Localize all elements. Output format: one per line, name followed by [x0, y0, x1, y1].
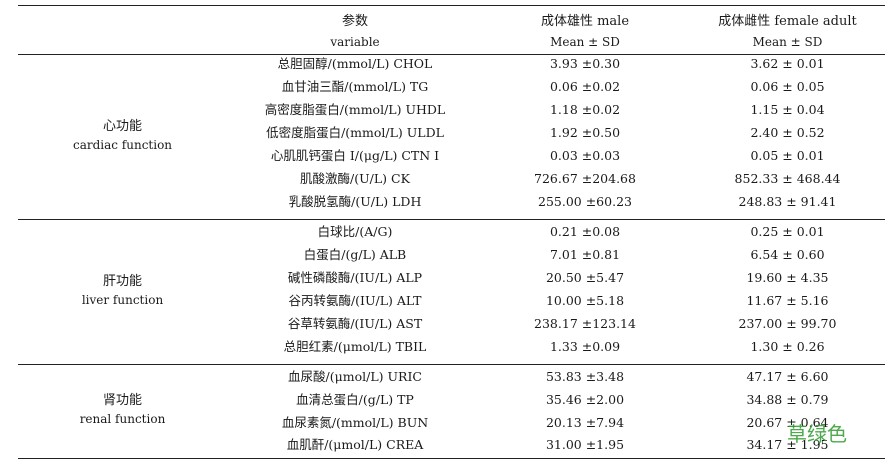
- table-row: 血甘油三酯/(mmol/L) TG 0.06 ±0.02 0.06 ± 0.05: [0, 75, 895, 98]
- row-female-value: 34.88 ± 0.79: [746, 392, 829, 407]
- section-divider: [18, 219, 885, 220]
- section-label-zh: 肾功能: [102, 393, 142, 408]
- row-variable: 白球比/(A/G): [317, 224, 393, 239]
- row-variable: 乳酸脱氢酶/(U/L) LDH: [288, 194, 422, 209]
- row-male-value: 35.46 ±2.00: [545, 392, 625, 407]
- header-female-sub: Mean ± SD: [752, 35, 823, 49]
- row-female-value: 237.00 ± 99.70: [738, 316, 837, 331]
- row-male-value: 1.18 ±0.02: [549, 102, 621, 117]
- table-row: 乳酸脱氢酶/(U/L) LDH 255.00 ±60.23 248.83 ± 9…: [0, 190, 895, 213]
- row-female-value: 1.30 ± 0.26: [750, 339, 825, 354]
- row-male-value: 0.03 ±0.03: [549, 148, 621, 163]
- row-male-value: 7.01 ±0.81: [549, 247, 621, 262]
- row-female-value: 3.62 ± 0.01: [750, 56, 825, 71]
- row-variable: 碱性磷酸酶/(IU/L) ALP: [287, 270, 423, 285]
- row-female-value: 2.40 ± 0.52: [750, 125, 825, 140]
- table-row: 血尿酸/(μmol/L) URIC 53.83 ±3.48 47.17 ± 6.…: [0, 365, 895, 388]
- row-female-value: 0.06 ± 0.05: [750, 79, 825, 94]
- table-row: 白球比/(A/G) 0.21 ±0.08 0.25 ± 0.01: [0, 220, 895, 243]
- row-female-value: 852.33 ± 468.44: [734, 171, 841, 186]
- row-female-value: 0.25 ± 0.01: [750, 224, 825, 239]
- row-female-value: 20.67 ± 0.64: [746, 415, 829, 430]
- table-row: 肌酸激酶/(U/L) CK 726.67 ±204.68 852.33 ± 46…: [0, 167, 895, 190]
- row-male-value: 10.00 ±5.18: [545, 293, 625, 308]
- section-label-en: renal function: [79, 412, 166, 426]
- section-label-liver: 肝功能 liver function: [40, 273, 205, 309]
- row-variable: 血甘油三酯/(mmol/L) TG: [281, 79, 429, 94]
- row-female-value: 47.17 ± 6.60: [746, 369, 829, 384]
- row-variable: 总胆红素/(μmol/L) TBIL: [283, 339, 427, 354]
- row-male-value: 3.93 ±0.30: [549, 56, 621, 71]
- row-male-value: 238.17 ±123.14: [534, 316, 636, 331]
- section-label-en: liver function: [81, 293, 164, 307]
- table-row: 低密度脂蛋白/(mmol/L) ULDL 1.92 ±0.50 2.40 ± 0…: [0, 121, 895, 144]
- header-male-title: 成体雄性 male: [540, 14, 630, 29]
- table-row: 血肌酐/(μmol/L) CREA 31.00 ±1.95 34.17 ± 1.…: [0, 433, 895, 456]
- row-male-value: 726.67 ±204.68: [534, 171, 636, 186]
- table-row: 血清总蛋白/(g/L) TP 35.46 ±2.00 34.88 ± 0.79: [0, 388, 895, 411]
- row-female-value: 19.60 ± 4.35: [746, 270, 829, 285]
- row-variable: 白蛋白/(g/L) ALB: [303, 247, 407, 262]
- row-variable: 谷丙转氨酶/(IU/L) ALT: [288, 293, 422, 308]
- table-row: 心肌肌钙蛋白 I/(μg/L) CTN I 0.03 ±0.03 0.05 ± …: [0, 144, 895, 167]
- row-variable: 谷草转氨酶/(IU/L) AST: [287, 316, 423, 331]
- row-male-value: 31.00 ±1.95: [545, 437, 625, 452]
- table-row: 总胆红素/(μmol/L) TBIL 1.33 ±0.09 1.30 ± 0.2…: [0, 335, 895, 358]
- row-female-value: 6.54 ± 0.60: [750, 247, 825, 262]
- row-female-value: 248.83 ± 91.41: [738, 194, 837, 209]
- row-female-value: 1.15 ± 0.04: [750, 102, 825, 117]
- section-label-en: cardiac function: [72, 138, 173, 152]
- row-variable: 血尿素氮/(mmol/L) BUN: [281, 415, 429, 430]
- section-label-zh: 心功能: [102, 119, 142, 134]
- row-male-value: 255.00 ±60.23: [538, 194, 632, 209]
- table-row: 总胆固醇/(mmol/L) CHOL 3.93 ±0.30 3.62 ± 0.0…: [0, 52, 895, 75]
- header-male: 成体雄性 male Mean ± SD: [500, 12, 670, 52]
- row-variable: 低密度脂蛋白/(mmol/L) ULDL: [266, 125, 444, 140]
- row-variable: 总胆固醇/(mmol/L) CHOL: [277, 56, 433, 71]
- section-label-zh: 肝功能: [102, 274, 142, 289]
- table-row: 谷丙转氨酶/(IU/L) ALT 10.00 ±5.18 11.67 ± 5.1…: [0, 289, 895, 312]
- header-male-sub: Mean ± SD: [550, 35, 620, 49]
- table-row: 白蛋白/(g/L) ALB 7.01 ±0.81 6.54 ± 0.60: [0, 243, 895, 266]
- header-variable: 参数 variable: [230, 12, 480, 52]
- table-row: 血尿素氮/(mmol/L) BUN 20.13 ±7.94 20.67 ± 0.…: [0, 411, 895, 434]
- header-female-title: 成体雌性 female adult: [718, 14, 857, 29]
- watermark: 草绿色: [787, 422, 847, 446]
- row-variable: 肌酸激酶/(U/L) CK: [300, 171, 410, 186]
- row-male-value: 53.83 ±3.48: [545, 369, 625, 384]
- row-variable: 心肌肌钙蛋白 I/(μg/L) CTN I: [270, 148, 440, 163]
- row-variable: 高密度脂蛋白/(mmol/L) UHDL: [264, 102, 446, 117]
- table-row: 高密度脂蛋白/(mmol/L) UHDL 1.18 ±0.02 1.15 ± 0…: [0, 98, 895, 121]
- row-female-value: 34.17 ± 1.95: [746, 437, 829, 452]
- row-male-value: 0.21 ±0.08: [549, 224, 621, 239]
- table-row: 谷草转氨酶/(IU/L) AST 238.17 ±123.14 237.00 ±…: [0, 312, 895, 335]
- row-female-value: 0.05 ± 0.01: [750, 148, 825, 163]
- table-top-rule: [18, 5, 885, 6]
- header-variable-en: variable: [330, 35, 380, 49]
- row-variable: 血尿酸/(μmol/L) URIC: [288, 369, 422, 384]
- row-male-value: 1.33 ±0.09: [549, 339, 621, 354]
- header-variable-zh: 参数: [341, 14, 368, 29]
- row-variable: 血清总蛋白/(g/L) TP: [296, 392, 414, 407]
- header-rule: [18, 54, 885, 55]
- table-bottom-rule: [18, 458, 885, 459]
- table-row: 碱性磷酸酶/(IU/L) ALP 20.50 ±5.47 19.60 ± 4.3…: [0, 266, 895, 289]
- row-female-value: 11.67 ± 5.16: [746, 293, 829, 308]
- row-male-value: 20.13 ±7.94: [545, 415, 625, 430]
- header-female: 成体雌性 female adult Mean ± SD: [700, 12, 875, 52]
- row-male-value: 1.92 ±0.50: [549, 125, 621, 140]
- row-male-value: 20.50 ±5.47: [545, 270, 625, 285]
- section-label-cardiac: 心功能 cardiac function: [40, 118, 205, 154]
- row-variable: 血肌酐/(μmol/L) CREA: [286, 437, 424, 452]
- section-divider: [18, 364, 885, 365]
- section-label-renal: 肾功能 renal function: [40, 392, 205, 428]
- row-male-value: 0.06 ±0.02: [549, 79, 621, 94]
